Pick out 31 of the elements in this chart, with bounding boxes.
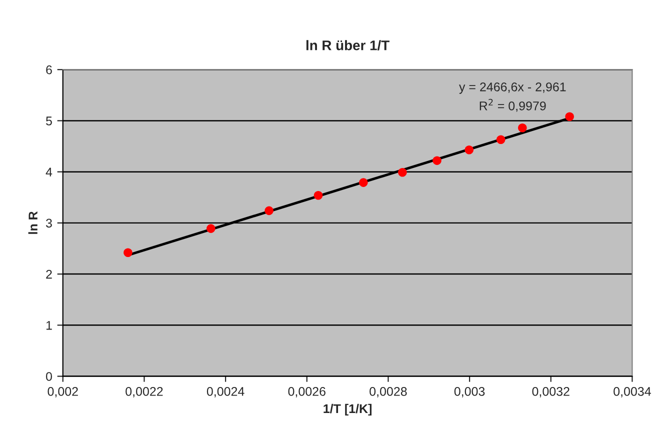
y-axis-title: ln R <box>28 211 38 234</box>
point <box>565 112 574 122</box>
point <box>496 135 506 144</box>
point <box>264 206 274 216</box>
y-tick-label: 5 <box>46 116 52 126</box>
annotation: y = 2466,6x - 2,961 <box>459 82 566 94</box>
y-tick-label: 2 <box>46 270 52 279</box>
x-tick-label: 0,003 <box>454 387 485 398</box>
x-axis-title: 1/T [1/K] <box>324 404 372 416</box>
y-tick-label: 4 <box>46 168 52 176</box>
y-tick-label: 1 <box>46 321 52 330</box>
point <box>206 224 216 233</box>
point <box>518 123 527 132</box>
x-tick-label: 0,002 <box>48 387 78 398</box>
y-tick-label: 3 <box>46 218 52 228</box>
y-tick-label: 6 <box>46 65 52 74</box>
point <box>124 248 132 257</box>
point <box>464 145 474 154</box>
x-tick-label: 0,0026 <box>288 387 326 398</box>
point <box>432 156 442 165</box>
point <box>359 178 368 187</box>
annotation: R$^{2}$ = 0,9979 <box>480 98 546 112</box>
point <box>398 168 407 177</box>
y-tick-label: 0 <box>46 372 52 381</box>
x-tick-label: 0,0032 <box>532 387 570 398</box>
x-tick-label: 0,0028 <box>370 387 407 398</box>
x-tick-label: 0,0034 <box>614 387 651 398</box>
point <box>314 190 323 200</box>
chart-title: ln R über 1/T <box>306 40 390 50</box>
x-tick-label: 0,0022 <box>126 387 163 398</box>
x-tick-label: 0,0024 <box>206 387 244 398</box>
